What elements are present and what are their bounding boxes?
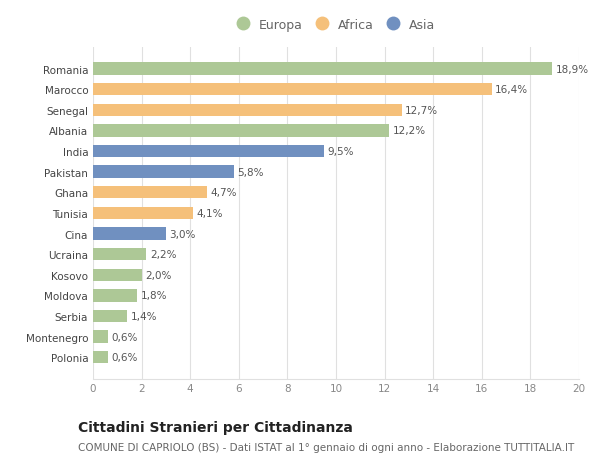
Text: 16,4%: 16,4%	[495, 85, 528, 95]
Text: 12,7%: 12,7%	[405, 106, 439, 116]
Text: 2,2%: 2,2%	[150, 250, 176, 260]
Bar	[93, 290, 137, 302]
Bar	[93, 310, 127, 323]
Bar	[93, 63, 552, 76]
Bar	[93, 187, 207, 199]
Bar	[93, 351, 107, 364]
Bar	[93, 269, 142, 281]
Text: 9,5%: 9,5%	[328, 147, 354, 157]
Bar	[93, 84, 491, 96]
Text: Cittadini Stranieri per Cittadinanza: Cittadini Stranieri per Cittadinanza	[78, 420, 353, 434]
Bar	[93, 104, 401, 117]
Text: 2,0%: 2,0%	[145, 270, 172, 280]
Bar	[93, 207, 193, 219]
Bar	[93, 228, 166, 240]
Text: 1,4%: 1,4%	[131, 311, 157, 321]
Text: 12,2%: 12,2%	[393, 126, 426, 136]
Legend: Europa, Africa, Asia: Europa, Africa, Asia	[233, 15, 439, 35]
Bar	[93, 248, 146, 261]
Text: 4,1%: 4,1%	[196, 208, 223, 218]
Text: 18,9%: 18,9%	[556, 64, 589, 74]
Text: 0,6%: 0,6%	[111, 353, 137, 363]
Text: 3,0%: 3,0%	[170, 229, 196, 239]
Text: 1,8%: 1,8%	[140, 291, 167, 301]
Bar	[93, 146, 324, 158]
Text: 4,7%: 4,7%	[211, 188, 238, 198]
Bar	[93, 125, 389, 137]
Bar	[93, 331, 107, 343]
Text: 5,8%: 5,8%	[238, 167, 264, 177]
Text: 0,6%: 0,6%	[111, 332, 137, 342]
Bar	[93, 166, 234, 179]
Text: COMUNE DI CAPRIOLO (BS) - Dati ISTAT al 1° gennaio di ogni anno - Elaborazione T: COMUNE DI CAPRIOLO (BS) - Dati ISTAT al …	[78, 442, 574, 452]
